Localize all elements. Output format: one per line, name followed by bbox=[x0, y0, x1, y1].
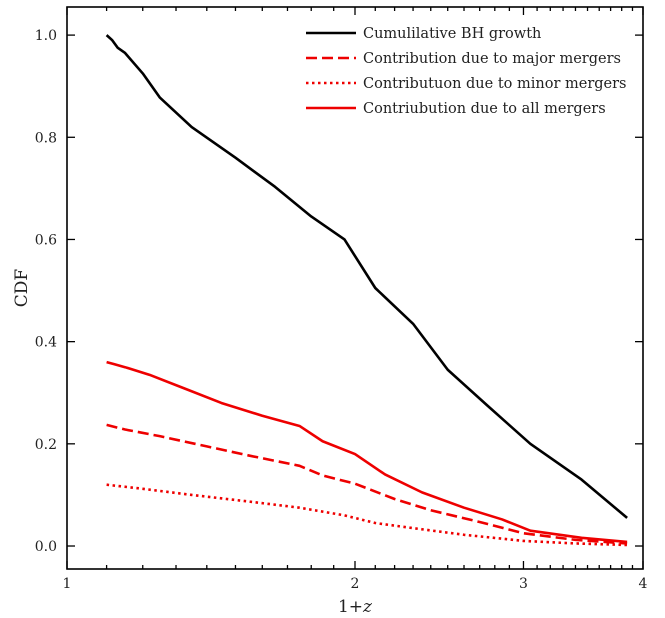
legend-label-2: Contribution due to major mergers bbox=[363, 51, 621, 67]
x-tick-label: 1 bbox=[63, 576, 72, 592]
y-tick-label: 0.2 bbox=[35, 437, 57, 453]
y-tick-label: 1.0 bbox=[35, 28, 57, 44]
x-axis-label: 1+z bbox=[338, 597, 373, 617]
x-tick-label: 4 bbox=[639, 576, 648, 592]
y-axis-label: CDF bbox=[12, 269, 32, 308]
y-tick-label: 0.8 bbox=[35, 130, 57, 146]
legend-label-4: Contriubution due to all mergers bbox=[363, 101, 606, 117]
y-tick-label: 0.6 bbox=[35, 232, 57, 248]
legend-label-1: Cumulilative BH growth bbox=[363, 26, 541, 42]
x-tick-label: 3 bbox=[519, 576, 528, 592]
y-tick-label: 0.0 bbox=[35, 539, 57, 555]
x-tick-label: 2 bbox=[351, 576, 360, 592]
y-tick-label: 0.4 bbox=[35, 335, 57, 351]
legend-label-3: Contributuon due to minor mergers bbox=[363, 76, 627, 92]
